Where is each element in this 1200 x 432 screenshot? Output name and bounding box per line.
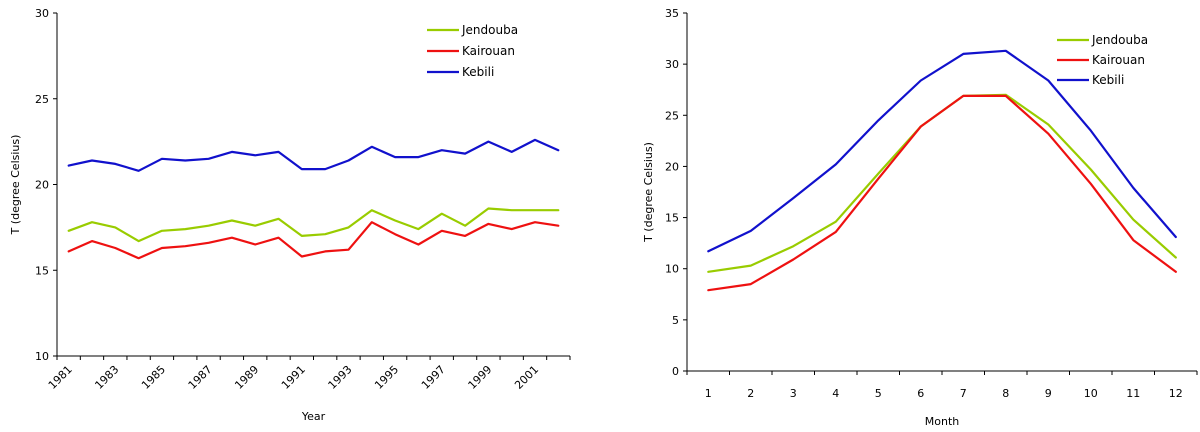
x-tick-label: 10 bbox=[1084, 387, 1098, 400]
x-tick-label: 7 bbox=[960, 387, 967, 400]
y-axis-title: T (degree Celsius) bbox=[642, 142, 655, 243]
y-tick-label: 30 bbox=[35, 7, 49, 20]
x-tick-label: 1987 bbox=[186, 363, 215, 392]
x-axis-title: Month bbox=[925, 415, 960, 428]
x-tick-label: 2 bbox=[747, 387, 754, 400]
x-axis-title: Year bbox=[301, 410, 326, 423]
series-line-kebili bbox=[67, 138, 560, 172]
y-tick-label: 20 bbox=[35, 179, 49, 192]
y-tick-label: 25 bbox=[35, 93, 49, 106]
y-tick-label: 15 bbox=[665, 212, 679, 225]
x-tick-label: 1989 bbox=[232, 363, 261, 392]
series-line-kebili bbox=[707, 49, 1177, 253]
y-tick-label: 0 bbox=[672, 365, 679, 378]
y-tick-label: 30 bbox=[665, 58, 679, 71]
x-tick-label: 11 bbox=[1126, 387, 1140, 400]
y-axis-title: T (degree Celsius) bbox=[9, 135, 22, 236]
x-tick-label: 4 bbox=[832, 387, 839, 400]
series-line-jendouba bbox=[707, 93, 1177, 273]
legend-label-kairouan: Kairouan bbox=[1092, 53, 1145, 67]
x-tick-label: 1993 bbox=[326, 363, 355, 392]
y-tick-label: 5 bbox=[672, 314, 679, 327]
x-tick-label: 1991 bbox=[279, 363, 308, 392]
y-tick-label: 10 bbox=[665, 263, 679, 276]
series-line-kairouan bbox=[67, 221, 560, 260]
x-tick-label: 1999 bbox=[466, 363, 495, 392]
legend-label-jendouba: Jendouba bbox=[461, 23, 518, 37]
x-tick-label: 1 bbox=[705, 387, 712, 400]
y-tick-label: 25 bbox=[665, 109, 679, 122]
legend-label-kebili: Kebili bbox=[1092, 73, 1124, 87]
x-tick-label: 1981 bbox=[46, 363, 75, 392]
x-tick-label: 6 bbox=[917, 387, 924, 400]
y-tick-label: 35 bbox=[665, 7, 679, 20]
x-tick-label: 3 bbox=[790, 387, 797, 400]
legend-label-kebili: Kebili bbox=[462, 65, 494, 79]
x-tick-label: 1985 bbox=[139, 363, 168, 392]
y-tick-label: 15 bbox=[35, 264, 49, 277]
series-line-jendouba bbox=[67, 207, 560, 243]
annual-temperature-chart: 10 15 20 25 30 1981 1983 1985 1987 1989 1991 1993 19… bbox=[9, 7, 571, 423]
x-tick-label: 12 bbox=[1169, 387, 1183, 400]
x-tick-label: 2001 bbox=[512, 363, 541, 392]
x-tick-label: 1995 bbox=[372, 363, 401, 392]
x-tick-label: 8 bbox=[1002, 387, 1009, 400]
x-tick-label: 9 bbox=[1045, 387, 1052, 400]
x-tick-label: 1983 bbox=[92, 363, 121, 392]
x-tick-label: 5 bbox=[875, 387, 882, 400]
legend-label-kairouan: Kairouan bbox=[462, 44, 515, 58]
legend-label-jendouba: Jendouba bbox=[1091, 33, 1148, 47]
series-line-kairouan bbox=[707, 94, 1177, 292]
y-tick-label: 20 bbox=[665, 160, 679, 173]
y-tick-label: 10 bbox=[35, 350, 49, 363]
x-tick-label: 1997 bbox=[419, 363, 448, 392]
